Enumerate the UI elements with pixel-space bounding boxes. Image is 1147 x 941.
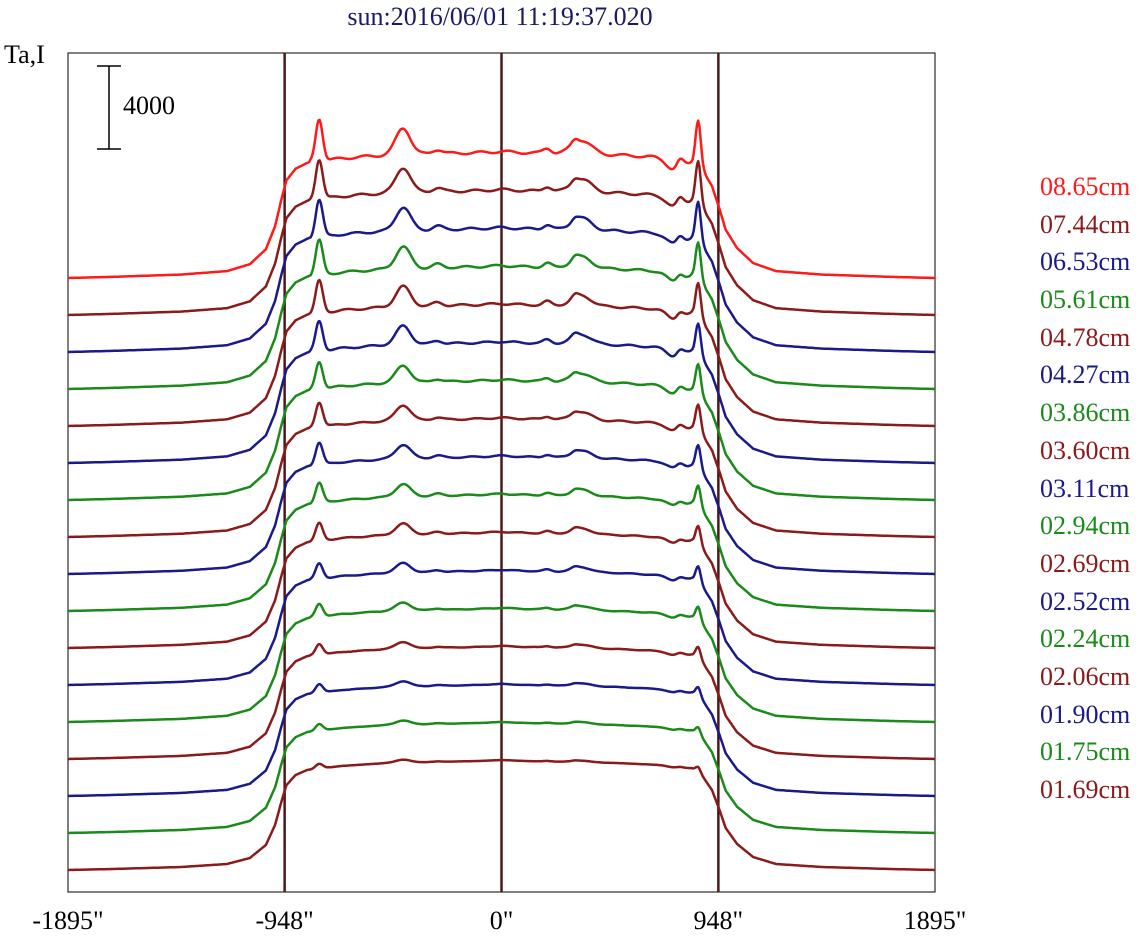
- series-line-01.75cm: [67, 719, 936, 835]
- series-line-02.24cm: [67, 601, 936, 724]
- series-curves: [67, 118, 936, 872]
- legend-item: 03.60cm: [1040, 435, 1131, 465]
- legend: 08.65cm 07.44cm 06.53cm 05.61cm 04.78cm 04.27…: [1040, 168, 1130, 809]
- series-line-03.11cm: [67, 441, 936, 576]
- x-tick-label: 0": [489, 906, 514, 935]
- x-tick-label: 1895": [903, 906, 967, 935]
- legend-item: 01.75cm: [1040, 737, 1131, 767]
- series-line-08.65cm: [67, 118, 936, 280]
- series-line-02.94cm: [67, 481, 936, 613]
- series-line-05.61cm: [67, 238, 936, 391]
- x-tick-label: 948": [693, 906, 744, 935]
- series-line-02.52cm: [67, 561, 936, 687]
- scale-bar-label: 4000: [123, 91, 175, 120]
- legend-item: 02.52cm: [1040, 586, 1131, 616]
- legend-item: 04.27cm: [1040, 360, 1131, 390]
- legend-item: 03.86cm: [1040, 398, 1131, 428]
- series-line-04.27cm: [67, 319, 936, 465]
- legend-item: 02.94cm: [1040, 511, 1131, 541]
- legend-item: 06.53cm: [1040, 247, 1131, 277]
- series-line-02.06cm: [67, 640, 936, 761]
- legend-item: 05.61cm: [1040, 285, 1131, 315]
- series-line-06.53cm: [67, 198, 936, 354]
- x-tick-label: -1895": [32, 906, 104, 935]
- series-line-01.90cm: [67, 680, 936, 798]
- x-tick-label: -948": [255, 906, 314, 935]
- legend-item: 01.90cm: [1040, 699, 1131, 729]
- chart-title: sun:2016/06/01 11:19:37.020: [347, 2, 653, 31]
- series-line-04.78cm: [67, 278, 936, 428]
- legend-item: 01.69cm: [1040, 775, 1131, 804]
- legend-item: 07.44cm: [1040, 209, 1131, 239]
- y-axis-label: Ta,I: [4, 40, 45, 69]
- series-line-03.60cm: [67, 401, 936, 539]
- series-line-07.44cm: [67, 159, 936, 317]
- series-line-01.69cm: [67, 758, 936, 872]
- legend-item: 04.78cm: [1040, 322, 1131, 352]
- series-line-02.69cm: [67, 521, 936, 650]
- legend-item: 08.65cm: [1040, 172, 1131, 201]
- scale-bar: 4000: [97, 65, 175, 150]
- legend-item: 02.24cm: [1040, 624, 1131, 654]
- series-line-03.86cm: [67, 361, 936, 502]
- legend-item: 02.69cm: [1040, 548, 1131, 578]
- legend-item: 02.06cm: [1040, 661, 1131, 691]
- legend-item: 03.11cm: [1040, 473, 1130, 503]
